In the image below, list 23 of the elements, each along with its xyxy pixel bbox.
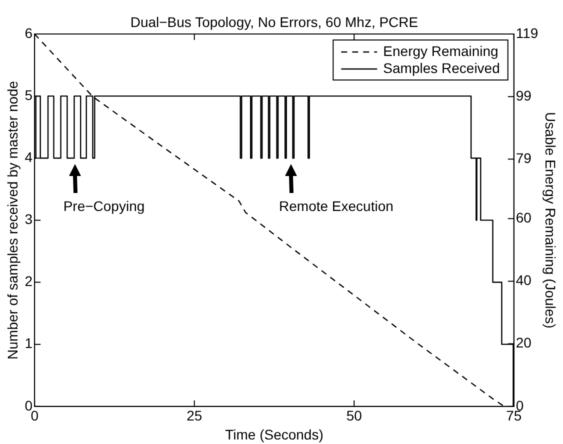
- y-tick-label: 0: [24, 397, 33, 414]
- y-axis-title: Number of samples received by master node: [4, 80, 20, 360]
- annotation: Pre−Copying: [63, 198, 145, 214]
- y-tick-label: 6: [24, 24, 33, 41]
- legend-label: Energy Remaining: [383, 42, 498, 59]
- y2-tick-label: 60: [516, 209, 532, 226]
- y-tick-label: 1: [24, 335, 33, 352]
- y-tick-label: 3: [24, 211, 33, 228]
- y2-tick-label: 119: [516, 24, 538, 41]
- x-tick-label: 50: [346, 408, 362, 424]
- chart-title: Dual−Bus Topology, No Errors, 60 Mhz, PCRE: [130, 14, 418, 30]
- y2-tick-label: 99: [516, 87, 532, 104]
- y-tick-label: 2: [24, 273, 33, 290]
- annotation: Remote Execution: [279, 198, 394, 214]
- legend-label: Samples Received: [383, 60, 500, 76]
- y2-tick-label: 40: [516, 272, 532, 288]
- y2-tick-label: 20: [516, 334, 532, 351]
- y-tick-label: 5: [24, 86, 33, 103]
- x-tick-label: 25: [186, 408, 202, 424]
- y2-tick-label: 79: [516, 150, 532, 166]
- x-axis-title: Time (Seconds): [225, 426, 324, 442]
- y2-axis-title: Usable Energy Remaining (Joules): [542, 112, 559, 328]
- y-tick-label: 4: [24, 148, 33, 165]
